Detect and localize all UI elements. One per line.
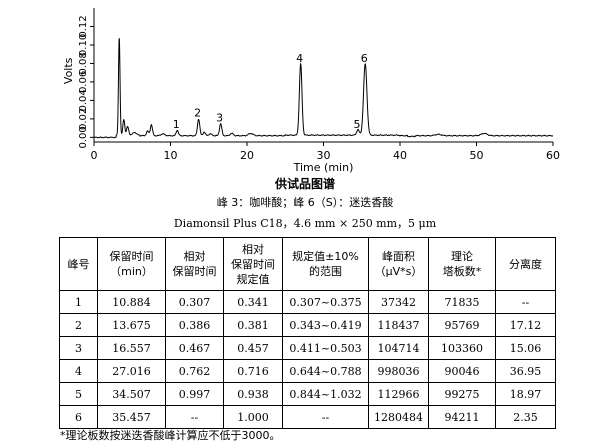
table-cell: 0.307~0.375 xyxy=(282,290,369,314)
table-cell: 0.386 xyxy=(165,313,224,337)
table-cell: 34.507 xyxy=(97,382,166,406)
y-axis-title: Volts xyxy=(62,57,75,84)
x-tick-label: 20 xyxy=(240,149,254,162)
table-cell: 37342 xyxy=(368,290,429,314)
table-cell: 1.000 xyxy=(223,405,283,429)
x-tick-label: 60 xyxy=(546,149,560,162)
figure-title: 供试品图谱 xyxy=(274,177,335,191)
column-header: 峰面积 （μV*s） xyxy=(368,237,429,291)
table-cell: 0.644~0.788 xyxy=(282,359,369,383)
y-tick-label: 0.08 xyxy=(78,52,89,74)
table-cell: 0.341 xyxy=(223,290,283,314)
table-row: 5 34.507 0.997 0.938 0.844~1.032 112966 99275 1… xyxy=(59,382,556,406)
peak-label: 2 xyxy=(194,107,201,120)
figure-subtitle: 峰 3：咖啡酸；峰 6（S）：迷迭香酸 xyxy=(216,196,394,209)
table-cell: 0.938 xyxy=(223,382,283,406)
column-header: 理论 塔板数* xyxy=(428,237,496,291)
table-cell: 4 xyxy=(59,359,98,383)
y-tick-label: 0.00 xyxy=(78,126,89,148)
x-axis-title: Time (min) xyxy=(293,161,354,174)
table-cell: 0.762 xyxy=(165,359,224,383)
table-cell: 13.675 xyxy=(97,313,166,337)
table-cell: 0.411~0.503 xyxy=(282,336,369,360)
peak-label: 5 xyxy=(353,118,360,131)
table-cell: 1280484 xyxy=(368,405,429,429)
table-cell: 104714 xyxy=(368,336,429,360)
table-cell: 0.343~0.419 xyxy=(282,313,369,337)
column-header: 分离度 xyxy=(495,237,556,291)
table-cell: 27.016 xyxy=(97,359,166,383)
table-cell: 90046 xyxy=(428,359,496,383)
table-cell: 118437 xyxy=(368,313,429,337)
y-tick-label: 0.04 xyxy=(78,89,89,111)
table-cell: 112966 xyxy=(368,382,429,406)
x-tick-label: 50 xyxy=(470,149,484,162)
table-cell: 17.12 xyxy=(495,313,556,337)
table-header-row: 峰号 保留时间 （min） 相对 保留时间 相对 保留时间 规定值 规定值±10% 的范围 峰面积（… xyxy=(59,237,556,291)
column-header: 相对 保留时间 规定值 xyxy=(223,237,283,291)
footnote: *理论板数按迷迭香酸峰计算应不低于3000。 xyxy=(60,429,281,442)
table-row: 1 10.884 0.307 0.341 0.307~0.375 37342 71835 -- xyxy=(59,290,556,314)
table-cell: 35.457 xyxy=(97,405,166,429)
table-cell: 0.381 xyxy=(223,313,283,337)
column-header: 保留时间 （min） xyxy=(97,237,166,291)
table-row: 6 35.457 -- 1.000 -- 1280484 94211 2.35 xyxy=(59,405,556,429)
table-cell: 18.97 xyxy=(495,382,556,406)
table-cell: 36.95 xyxy=(495,359,556,383)
y-tick-label: 0.06 xyxy=(78,71,89,93)
peak-label: 1 xyxy=(173,118,180,131)
peak-label: 3 xyxy=(216,111,223,124)
table-cell: 0.307 xyxy=(165,290,224,314)
x-tick-label: 10 xyxy=(164,149,178,162)
table-cell: 2.35 xyxy=(495,405,556,429)
table-cell: 95769 xyxy=(428,313,496,337)
table-cell: 0.997 xyxy=(165,382,224,406)
table-cell: 3 xyxy=(59,336,98,360)
table-cell: 0.457 xyxy=(223,336,283,360)
table-cell: 0.467 xyxy=(165,336,224,360)
x-tick-label: 30 xyxy=(317,149,331,162)
table-cell: 94211 xyxy=(428,405,496,429)
column-info: Diamonsil Plus C18，4.6 mm × 250 mm，5 μm xyxy=(173,217,437,230)
chromatogram-chart: 0 10 20 30 40 50 60 0.000.020.040.060.080.100.1… xyxy=(62,8,560,174)
table-cell: 10.884 xyxy=(97,290,166,314)
table-cell: 71835 xyxy=(428,290,496,314)
table-cell: 103360 xyxy=(428,336,496,360)
table-cell: 1 xyxy=(59,290,98,314)
table-cell: -- xyxy=(282,405,369,429)
table-cell: 0.716 xyxy=(223,359,283,383)
table-cell: -- xyxy=(165,405,224,429)
table-cell: -- xyxy=(495,290,556,314)
peak-label: 6 xyxy=(361,52,368,65)
peak-label: 4 xyxy=(296,52,303,65)
table-cell: 0.844~1.032 xyxy=(282,382,369,406)
table-row: 4 27.016 0.762 0.716 0.644~0.788 998036 90046 3… xyxy=(59,359,556,383)
y-tick-label: 0.02 xyxy=(78,108,89,130)
column-header: 相对 保留时间 xyxy=(165,237,224,291)
chromatogram-trace xyxy=(93,38,554,139)
column-header: 规定值±10% 的范围 xyxy=(282,237,369,291)
table-cell: 15.06 xyxy=(495,336,556,360)
table-cell: 998036 xyxy=(368,359,429,383)
table-cell: 99275 xyxy=(428,382,496,406)
table-cell: 6 xyxy=(59,405,98,429)
x-tick-label: 40 xyxy=(393,149,407,162)
peak-table: 峰号 保留时间 （min） 相对 保留时间 相对 保留时间 规定值 规定值±10% 的范围 峰面积（… xyxy=(59,237,556,429)
table-cell: 2 xyxy=(59,313,98,337)
y-tick-label: 0.12 xyxy=(78,15,89,37)
column-header: 峰号 xyxy=(59,237,98,291)
table-cell: 5 xyxy=(59,382,98,406)
table-row: 2 13.675 0.386 0.381 0.343~0.419 118437 95769 1… xyxy=(59,313,556,337)
y-tick-label: 0.10 xyxy=(78,34,89,56)
table-row: 3 16.557 0.467 0.457 0.411~0.503 104714 103360… xyxy=(59,336,556,360)
table-cell: 16.557 xyxy=(97,336,166,360)
x-tick-label: 0 xyxy=(91,149,98,162)
